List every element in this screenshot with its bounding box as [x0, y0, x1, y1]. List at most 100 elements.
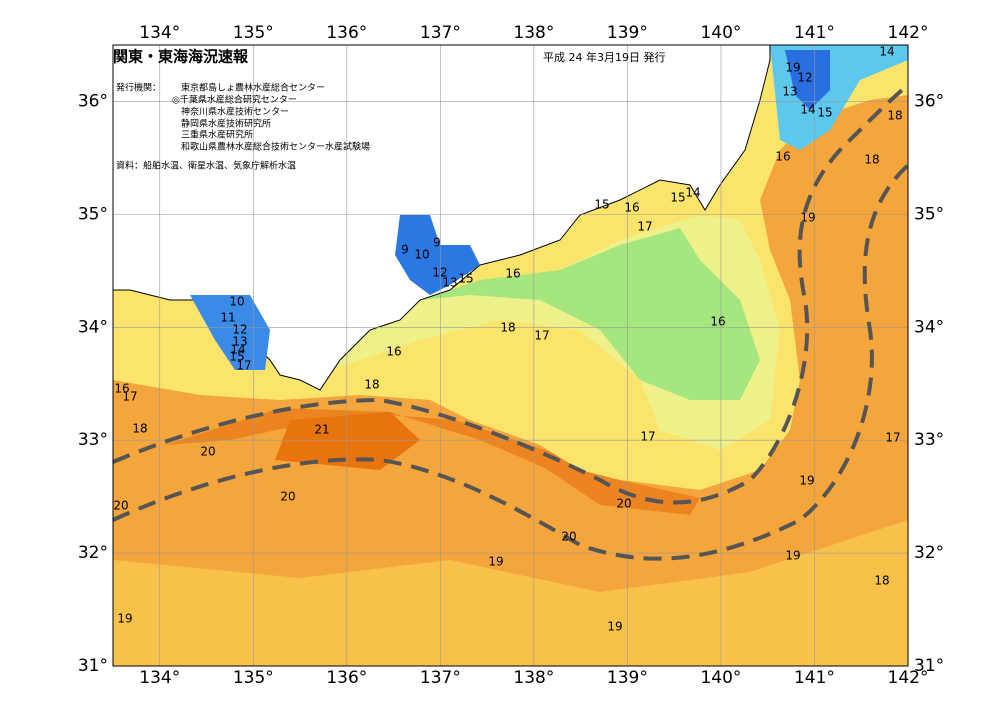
contour-label: 18 [874, 574, 889, 588]
contour-label: 17 [534, 329, 549, 343]
agency: 東京都島しょ農林水産総合センター [181, 82, 325, 94]
contour-label: 19 [799, 474, 814, 488]
contour-label: 20 [561, 530, 576, 544]
contour-label: 14 [685, 186, 700, 200]
sea-warm-south [113, 520, 908, 666]
lon-label-bottom: 139° [607, 668, 648, 688]
contour-label: 15 [229, 350, 244, 364]
contour-label: 10 [414, 248, 429, 262]
agency: 神奈川県水産技術センター [181, 106, 289, 118]
agency: 和歌山県農林水産総合技術センター水産試験場 [181, 141, 370, 153]
contour-label: 12 [232, 323, 247, 337]
contour-label: 17 [122, 390, 137, 404]
contour-label: 18 [500, 321, 515, 335]
contour-label: 14 [800, 103, 815, 117]
lat-label-left: 34° [78, 317, 108, 337]
lon-label-bottom: 137° [420, 668, 461, 688]
contour-label: 17 [640, 430, 655, 444]
contour-label: 19 [800, 211, 815, 225]
contour-label: 20 [616, 497, 631, 511]
agency: 三重県水産研究所 [181, 129, 253, 141]
contour-label: 15 [817, 106, 832, 120]
contour-label: 15 [670, 191, 685, 205]
contour-label: 16 [114, 382, 129, 396]
contour-label: 13 [782, 85, 797, 99]
contour-label: 19 [785, 549, 800, 563]
contour-label: 19 [488, 555, 503, 569]
contour-label: 17 [637, 220, 652, 234]
lat-label-left: 36° [78, 91, 108, 111]
contour-label: 19 [785, 61, 800, 75]
sea-green [420, 228, 760, 400]
bay-osaka [190, 295, 270, 370]
contour-label: 20 [280, 490, 295, 504]
contour-label: 21 [314, 423, 329, 437]
agency: 静岡県水産技術研究所 [181, 118, 271, 130]
contour-label: 16 [386, 345, 401, 359]
map-frame [112, 44, 909, 667]
contour-label: 18 [364, 378, 379, 392]
lon-label-bottom: 134° [139, 668, 180, 688]
kuroshio-south [112, 163, 910, 561]
bay-ise [395, 215, 480, 295]
contour-label: 18 [864, 153, 879, 167]
contour-label: 20 [113, 499, 128, 513]
contour-label: 16 [775, 150, 790, 164]
lon-label-top: 141° [794, 23, 835, 43]
contour-label: 15 [594, 198, 609, 212]
contour-label: 18 [132, 422, 147, 436]
contour-label: 18 [887, 109, 902, 123]
lat-label-right: 34° [914, 317, 944, 337]
contour-label: 20 [200, 445, 215, 459]
contour-label: 17 [236, 359, 251, 373]
bay-tokyo [785, 50, 830, 110]
lat-label-right: 33° [914, 430, 944, 450]
contour-label: 9 [433, 236, 441, 250]
map-title: 関東・東海海況速報 [113, 48, 249, 66]
lat-label-right: 35° [914, 204, 944, 224]
lon-label-top: 135° [233, 23, 274, 43]
lon-label-bottom: 142° [888, 668, 929, 688]
map-area [112, 44, 910, 667]
data-source: 資料：船舶水温、衛星水温、気象庁解析水温 [116, 160, 296, 172]
lon-label-top: 137° [420, 23, 461, 43]
lon-label-bottom: 136° [326, 668, 367, 688]
contour-label: 16 [710, 315, 725, 329]
issue-date: 平成 24 年3月19日 発行 [543, 50, 665, 64]
contour-label: 10 [229, 295, 244, 309]
lon-label-bottom: 135° [233, 668, 274, 688]
lon-label-top: 136° [326, 23, 367, 43]
lon-label-bottom: 138° [513, 668, 554, 688]
lon-label-top: 140° [700, 23, 741, 43]
lon-label-top: 138° [513, 23, 554, 43]
agency-label: 発行機関： [116, 82, 161, 94]
lon-label-bottom: 140° [700, 668, 741, 688]
contour-label: 13 [442, 276, 457, 290]
contour-label: 19 [607, 620, 622, 634]
lat-label-right: 32° [914, 543, 944, 563]
lat-label-left: 35° [78, 204, 108, 224]
lat-label-right: 31° [914, 656, 944, 676]
contour-label: 12 [797, 71, 812, 85]
agency: ◎千葉県水産総合研究センター [172, 94, 297, 106]
contour-label: 14 [230, 343, 245, 357]
lon-label-bottom: 141° [794, 668, 835, 688]
lat-label-left: 31° [78, 656, 108, 676]
contour-label: 19 [117, 612, 132, 626]
sea-warmest-core [275, 412, 420, 470]
contour-label: 14 [879, 45, 894, 59]
contour-label: 9 [401, 243, 409, 257]
lon-label-top: 142° [888, 23, 929, 43]
lat-label-right: 36° [914, 91, 944, 111]
contour-label: 15 [458, 272, 473, 286]
lat-label-left: 33° [78, 430, 108, 450]
kuroshio-north [112, 83, 910, 505]
contour-label: 13 [232, 335, 247, 349]
contour-label: 11 [220, 311, 235, 325]
contour-label: 17 [885, 431, 900, 445]
contour-label: 16 [505, 267, 520, 281]
lon-label-top: 139° [607, 23, 648, 43]
contour-label: 12 [432, 266, 447, 280]
sea-warmest [165, 408, 700, 515]
